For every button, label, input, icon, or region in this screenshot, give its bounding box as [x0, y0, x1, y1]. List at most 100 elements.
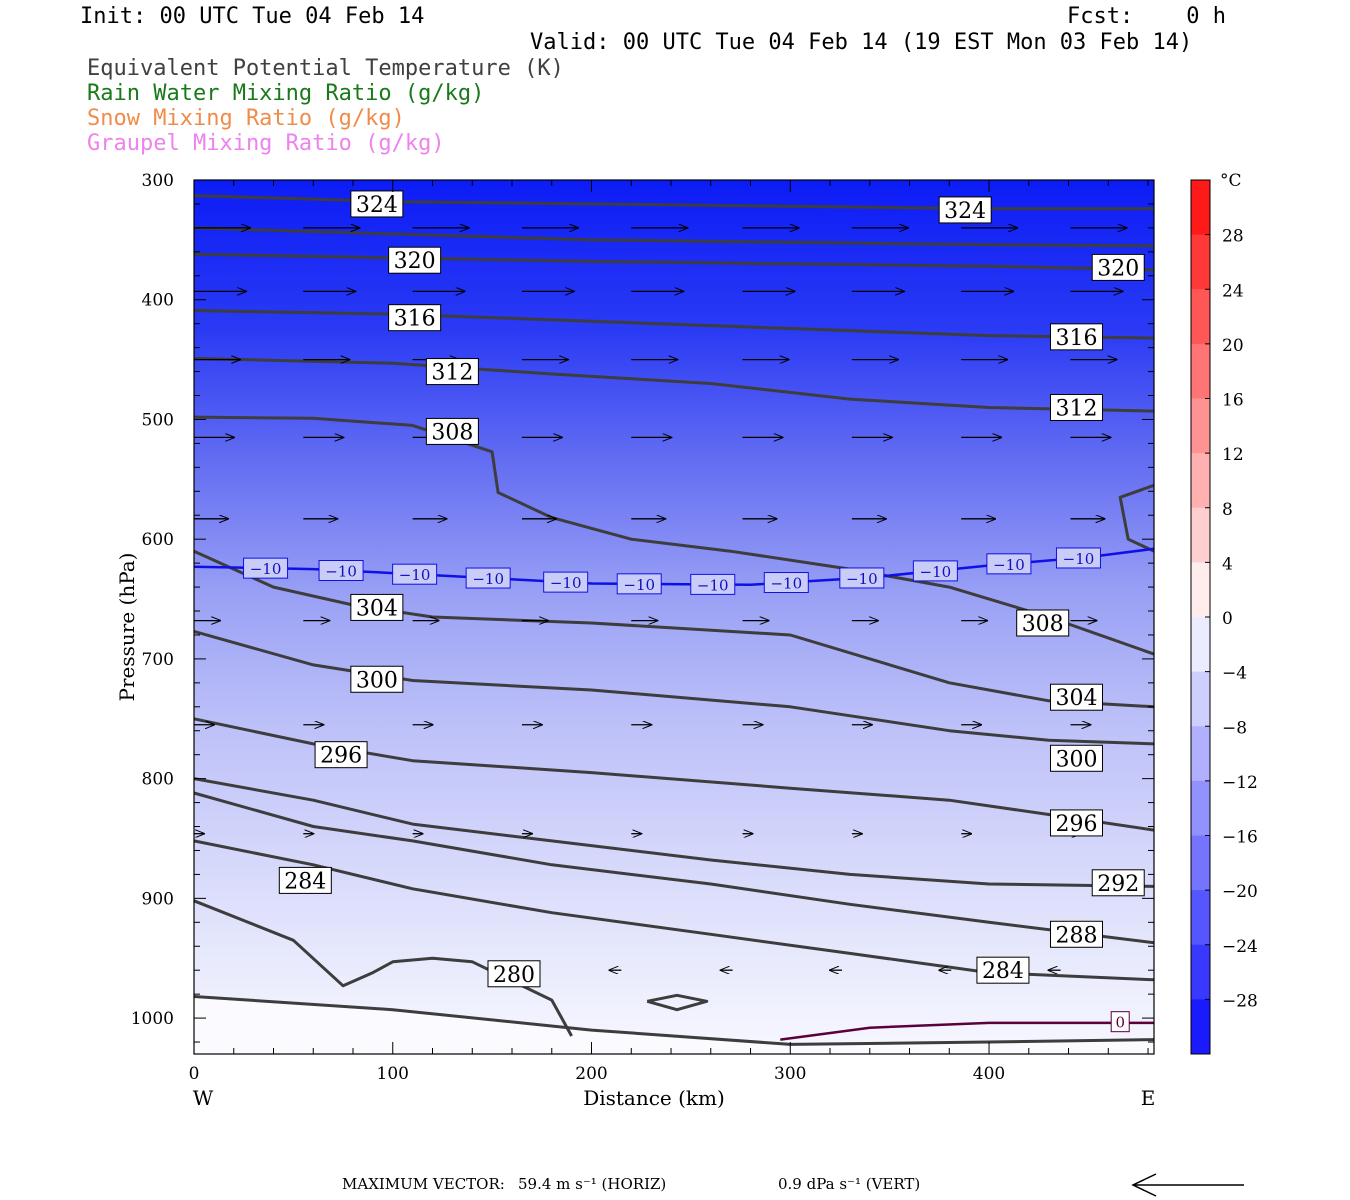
colorbar-label: 8	[1222, 500, 1233, 520]
theta-e-label: 300	[356, 668, 398, 693]
contour-label-box	[425, 358, 479, 386]
forecast-hour: Fcst: 0 h	[1067, 4, 1226, 29]
colorbar-label: −28	[1222, 991, 1258, 1011]
y-tick-label: 900	[142, 889, 174, 909]
contour-label-box	[1049, 809, 1103, 837]
theta-e-contour	[193, 309, 1155, 340]
temperature-label: −10	[250, 560, 282, 578]
temperature-label-box	[243, 557, 289, 579]
theta-e-label: 324	[944, 199, 986, 224]
wind-vectors	[194, 228, 1127, 970]
y-tick-label: 300	[142, 171, 174, 191]
y-tick-label: 800	[142, 770, 174, 790]
temperature-label: −10	[623, 576, 655, 594]
temperature-label-box	[1055, 547, 1101, 569]
colorbar-label: −24	[1222, 937, 1258, 957]
freezing-label-box	[1110, 1011, 1130, 1033]
contour-label-box	[425, 417, 479, 445]
theta-e-label: 292	[1097, 872, 1139, 897]
theta-e-label: 316	[1055, 326, 1097, 351]
contour-label-box	[350, 593, 404, 621]
y-tick-label: 600	[142, 530, 174, 550]
contour-label-box	[1049, 683, 1103, 711]
theta-e-label: 304	[1055, 686, 1097, 711]
contour-label-box	[1016, 609, 1070, 637]
colorbar-band	[1191, 835, 1210, 891]
colorbar-band	[1191, 617, 1210, 673]
temperature-label: −10	[993, 556, 1025, 574]
theta-e-label: 296	[1055, 812, 1097, 837]
max-vector-label: MAXIMUM VECTOR:	[342, 1175, 505, 1193]
temperature-label: −10	[1063, 550, 1095, 568]
contour-label-box	[388, 246, 442, 274]
x-tick-label: 400	[973, 1064, 1005, 1084]
y-tick-label: 500	[142, 410, 174, 430]
y-tick-label: 700	[142, 650, 174, 670]
theta-e-label: 312	[1055, 396, 1097, 421]
theta-e-label: 320	[1097, 256, 1139, 281]
x-axis-west-label: W	[193, 1086, 214, 1110]
plot-frame	[193, 179, 1155, 1055]
temperature-label-box	[616, 573, 662, 595]
theta-e-label: 304	[356, 596, 398, 621]
colorbar-label: 4	[1222, 554, 1233, 574]
colorbar-label: −20	[1222, 882, 1258, 902]
temperature-label: −10	[325, 563, 357, 581]
theta-e-label: 288	[1055, 923, 1097, 948]
colorbar-band	[1191, 398, 1210, 454]
colorbar-band	[1191, 726, 1210, 782]
legend-entry: Snow Mixing Ratio (g/kg)	[87, 106, 405, 131]
colorbar-band	[1191, 343, 1210, 399]
temperature-label: −10	[846, 570, 878, 588]
contour-label-box	[487, 960, 541, 988]
theta-e-label: 296	[320, 744, 362, 769]
colorbar-label: 12	[1222, 445, 1244, 465]
near-surface-shading	[194, 996, 1154, 1054]
colorbar-band	[1191, 234, 1210, 290]
colorbar-label: −8	[1222, 718, 1247, 738]
contour-label-box	[1091, 253, 1145, 281]
theta-e-label: 324	[356, 193, 398, 218]
colorbar-band	[1191, 453, 1210, 509]
contour-label-box	[976, 956, 1030, 984]
theta-e-contour	[1118, 483, 1155, 553]
contour-label-box	[1049, 323, 1103, 351]
legend-entry: Rain Water Mixing Ratio (g/kg)	[87, 81, 485, 106]
colorbar-label: 20	[1222, 336, 1244, 356]
theta-e-label: 300	[1055, 747, 1097, 772]
theta-e-contour	[646, 993, 709, 1012]
y-tick-label: 1000	[131, 1009, 174, 1029]
init-time: Init: 00 UTC Tue 04 Feb 14	[80, 4, 425, 29]
freezing-label: 0	[1115, 1014, 1125, 1032]
colorbar-band	[1191, 289, 1210, 345]
theta-e-contour	[193, 791, 1155, 945]
y-axis-label: Pressure (hPa)	[115, 553, 139, 702]
theta-e-contour	[193, 629, 1155, 746]
temperature-label: −10	[399, 566, 431, 584]
contour-label-box	[1091, 869, 1145, 897]
contour-label-box	[350, 665, 404, 693]
temperature-label: −10	[770, 575, 802, 593]
temperature-label: −10	[697, 576, 729, 594]
theta-e-label: 280	[493, 963, 535, 988]
contour-label-box	[1049, 393, 1103, 421]
temperature-label-box	[986, 553, 1032, 575]
temperature-label-box	[465, 567, 511, 589]
colorbar-band	[1191, 180, 1210, 236]
max-vector-horiz: 59.4 m s⁻¹ (HORIZ)	[518, 1175, 667, 1193]
colorbar-label: 16	[1222, 391, 1244, 411]
contour-label-box	[1049, 744, 1103, 772]
temperature-shading	[194, 180, 1154, 1054]
x-tick-label: 300	[774, 1064, 806, 1084]
contour-label-box	[278, 866, 332, 894]
theta-e-contour	[193, 549, 1155, 709]
valid-time: Valid: 00 UTC Tue 04 Feb 14 (19 EST Mon …	[530, 30, 1193, 55]
temperature-label-box	[839, 567, 885, 589]
legend-entry: Equivalent Potential Temperature (K)	[87, 56, 564, 81]
legend-entry: Graupel Mixing Ratio (g/kg)	[87, 131, 445, 156]
colorbar-label: −4	[1222, 664, 1247, 684]
temperature-label: −10	[550, 574, 582, 592]
colorbar-label: −12	[1222, 773, 1258, 793]
theta-e-contour	[193, 415, 1155, 656]
